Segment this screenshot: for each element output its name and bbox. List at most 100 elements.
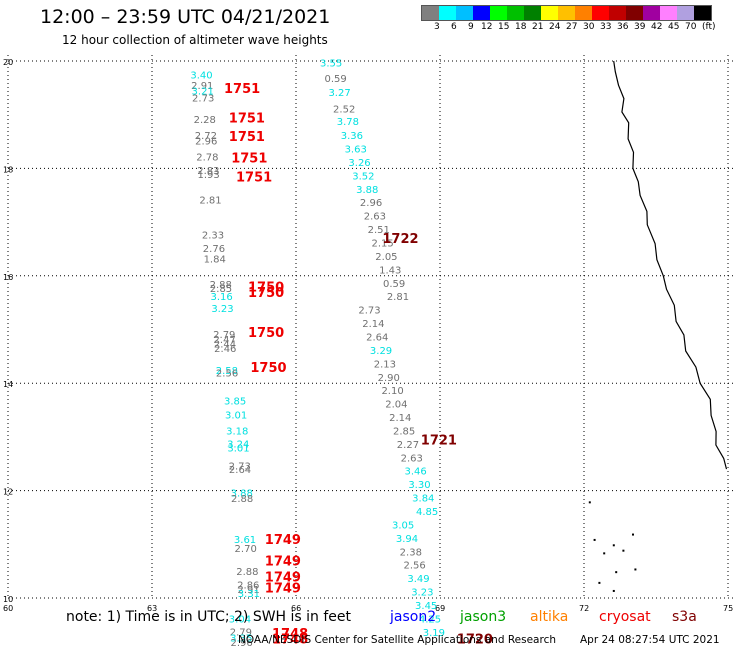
wave-height-value: 2.04 (385, 400, 407, 411)
color-swatch (609, 6, 626, 20)
wave-height-value: 3.27 (328, 88, 350, 99)
wave-height-value: 2.88 (236, 567, 258, 578)
island (598, 581, 601, 584)
lat-tick-label: 18 (3, 165, 13, 174)
island (612, 544, 615, 547)
wave-height-value: 3.49 (407, 574, 429, 585)
color-swatch (524, 6, 541, 20)
wave-height-value: 2.46 (214, 344, 236, 355)
wave-height-value: 2.52 (333, 104, 355, 115)
legend-jason2-label: jason2 (390, 609, 437, 625)
wave-height-value: 3.24 (227, 439, 249, 450)
wave-height-values: 3.402.913.212.732.282.722.962.782.831.93… (190, 59, 445, 649)
legend-s3a-label: s3a (672, 609, 697, 625)
color-swatch (575, 6, 592, 20)
wave-height-value: 2.79 (230, 627, 252, 638)
color-scale-label: 30 (583, 22, 595, 32)
wave-height-value: 2.83 (197, 166, 219, 177)
wave-height-value: 3.35 (230, 634, 252, 645)
island (593, 538, 596, 541)
color-swatch (694, 6, 711, 20)
wave-height-value: 3.21 (192, 87, 214, 98)
wave-height-value: 3.63 (345, 145, 367, 156)
wave-height-value: 3.23 (411, 588, 433, 599)
color-scale-label: 27 (566, 22, 578, 32)
wave-height-value: 3.19 (423, 628, 445, 639)
island (634, 568, 637, 571)
wave-height-value: 2.10 (381, 386, 403, 397)
lat-tick-label: 12 (3, 488, 13, 497)
pass-number-label: 1750 (248, 326, 284, 341)
lat-tick-label: 14 (3, 380, 13, 389)
color-scale-label: 21 (532, 22, 544, 32)
wave-height-value: 1.93 (198, 170, 220, 181)
pass-number-label: 1750 (248, 286, 284, 301)
wave-height-value: 2.88 (231, 494, 253, 505)
lon-tick-label: 60 (3, 604, 13, 613)
pass-number-label: 1751 (231, 152, 267, 167)
lon-tick-label: 72 (579, 604, 589, 613)
lat-lon-grid (7, 55, 735, 599)
wave-height-value: 2.27 (397, 440, 419, 451)
wave-height-value: 2.15 (371, 239, 393, 250)
india-coastline (613, 60, 728, 470)
pass-number-label: 1749 (265, 533, 301, 548)
pass-number-label: 1750 (250, 361, 286, 376)
wave-height-value: 4.25 (419, 614, 441, 625)
wave-height-value: 2.70 (235, 544, 257, 555)
wave-height-value: 2.78 (196, 153, 218, 164)
wave-height-value: 3.05 (392, 520, 414, 531)
color-swatch (473, 6, 490, 20)
wave-height-value: 2.91 (191, 81, 213, 92)
color-scale-label: 36 (617, 22, 629, 32)
island (632, 533, 634, 536)
wave-height-value: 2.86 (237, 581, 259, 592)
wave-height-value: 2.96 (360, 198, 382, 209)
wave-height-value: 2.85 (393, 426, 415, 437)
legend-jason3: jason3 (460, 609, 506, 625)
color-scale-label: 39 (634, 22, 646, 32)
wave-height-value: 2.51 (368, 225, 390, 236)
wave-height-value: 3.94 (396, 534, 418, 545)
wave-height-value: 0.59 (383, 279, 405, 290)
color-swatch (439, 6, 456, 20)
map-subtitle: 12 hour collection of altimeter wave hei… (62, 33, 328, 47)
island (622, 549, 625, 552)
wave-height-value: 2.91 (237, 585, 259, 596)
legend-note: note: 1) Time is in UTC; 2) SWH is in fe… (66, 609, 352, 625)
wave-height-value: 3.55 (320, 59, 342, 70)
wave-height-value: 3.78 (337, 117, 359, 128)
color-scale-label: 33 (600, 22, 612, 32)
wave-height-value: 0.59 (324, 74, 346, 85)
island (615, 571, 618, 574)
wave-height-value: 3.26 (348, 158, 370, 169)
pass-number-label: 1751 (229, 130, 265, 145)
pass-number-label: 1721 (421, 434, 457, 449)
pass-number-label: 1751 (236, 170, 272, 185)
color-scale-bar (421, 5, 712, 21)
legend-cryosat: cryosat (599, 609, 651, 625)
wave-height-value: 2.81 (199, 196, 221, 207)
legend-jason2: jason2 (390, 609, 436, 625)
wave-height-value: 2.88 (210, 280, 232, 291)
wave-height-value: 2.73 (229, 461, 251, 472)
color-swatch (592, 6, 609, 20)
pass-number-label: 1749 (265, 554, 301, 569)
pass-number-label: 1720 (457, 632, 493, 647)
wave-height-value: 3.01 (227, 444, 249, 455)
wave-height-value: 3.45 (415, 601, 437, 612)
wave-height-value: 3.61 (234, 535, 256, 546)
color-swatch (677, 6, 694, 20)
color-scale-label: 6 (451, 22, 457, 32)
color-swatch (643, 6, 660, 20)
pass-number-label: 1751 (224, 82, 260, 97)
wave-height-value: 1.84 (204, 255, 226, 266)
color-scale-label: 3 (434, 22, 440, 32)
color-scale-label: 42 (651, 22, 663, 32)
wave-height-value: 2.63 (401, 453, 423, 464)
wave-height-value: 4.85 (416, 507, 438, 518)
pass-number-label: 1750 (248, 281, 284, 296)
color-swatch (541, 6, 558, 20)
wave-height-value: 1.43 (379, 265, 401, 276)
wave-height-value: 2.96 (230, 638, 252, 649)
